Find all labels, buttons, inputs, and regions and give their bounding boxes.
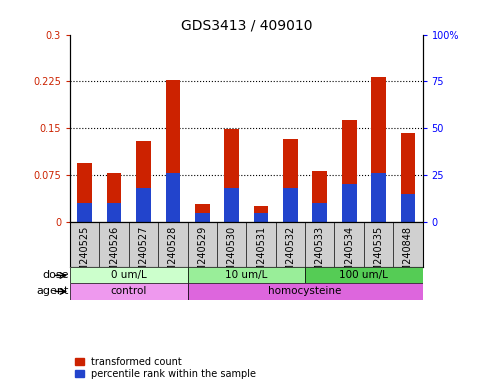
Bar	[77, 203, 92, 222]
Text: GSM240530: GSM240530	[227, 225, 237, 285]
Bar	[371, 173, 386, 222]
Text: 10 um/L: 10 um/L	[225, 270, 268, 280]
Bar	[136, 188, 151, 222]
Bar	[195, 212, 210, 222]
Bar	[313, 171, 327, 222]
Bar	[195, 204, 210, 222]
Text: GSM240532: GSM240532	[285, 225, 296, 285]
Text: 0 um/L: 0 um/L	[111, 270, 147, 280]
Title: GDS3413 / 409010: GDS3413 / 409010	[181, 18, 312, 32]
Bar	[283, 188, 298, 222]
Text: GSM240848: GSM240848	[403, 225, 413, 285]
Text: GSM240535: GSM240535	[373, 225, 384, 285]
Text: GSM240527: GSM240527	[139, 225, 148, 285]
Bar	[400, 194, 415, 222]
Bar	[166, 79, 180, 222]
Text: GSM240533: GSM240533	[315, 225, 325, 285]
Bar	[70, 267, 187, 283]
Bar	[371, 77, 386, 222]
Text: dose: dose	[42, 270, 69, 280]
Text: GSM240531: GSM240531	[256, 225, 266, 285]
Bar	[187, 267, 305, 283]
Bar	[107, 203, 121, 222]
Legend: transformed count, percentile rank within the sample: transformed count, percentile rank withi…	[75, 357, 256, 379]
Bar	[224, 129, 239, 222]
Bar	[313, 203, 327, 222]
Bar	[400, 132, 415, 222]
Bar	[166, 173, 180, 222]
Bar	[77, 162, 92, 222]
Bar	[342, 120, 356, 222]
Bar	[254, 212, 269, 222]
Bar	[136, 141, 151, 222]
Bar	[224, 188, 239, 222]
Bar	[342, 184, 356, 222]
Bar	[187, 283, 423, 300]
Text: GSM240528: GSM240528	[168, 225, 178, 285]
Text: homocysteine: homocysteine	[269, 286, 342, 296]
Text: GSM240526: GSM240526	[109, 225, 119, 285]
Bar	[305, 267, 423, 283]
Text: agent: agent	[36, 286, 69, 296]
Text: 100 um/L: 100 um/L	[340, 270, 388, 280]
Text: GSM240525: GSM240525	[80, 225, 90, 285]
Text: GSM240534: GSM240534	[344, 225, 354, 285]
Bar	[70, 283, 187, 300]
Bar	[254, 206, 269, 222]
Bar	[283, 139, 298, 222]
Bar	[107, 173, 121, 222]
Text: control: control	[111, 286, 147, 296]
Text: GSM240529: GSM240529	[197, 225, 207, 285]
